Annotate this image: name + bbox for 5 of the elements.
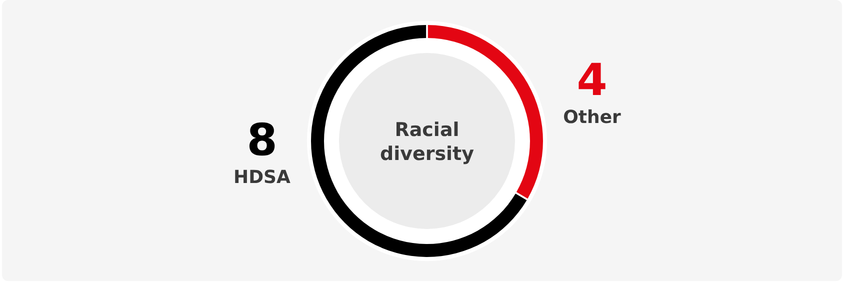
data-label: 8 (246, 114, 278, 166)
data-label: 4 (576, 55, 608, 106)
text: Racial diversity (380, 119, 475, 165)
slice-label: HDSA (234, 166, 291, 188)
slice-label: Other (563, 107, 622, 128)
